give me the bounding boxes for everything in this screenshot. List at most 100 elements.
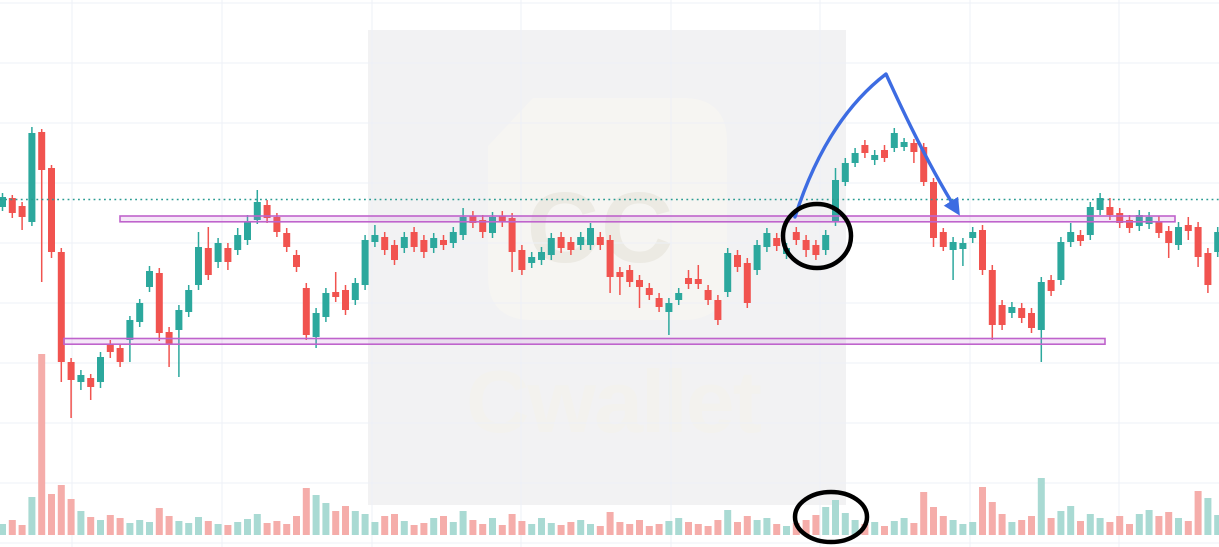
volume-bar: [694, 524, 702, 535]
volume-bar: [97, 520, 104, 535]
candle-body: [1096, 198, 1104, 210]
candle-body: [361, 240, 369, 285]
candle-body: [1106, 207, 1114, 215]
volume-bar: [1155, 516, 1163, 535]
volume-bar: [371, 522, 379, 535]
candle-body: [1214, 232, 1219, 252]
volume-bar: [67, 499, 75, 535]
volume-bar: [685, 522, 692, 535]
volume-bar: [675, 518, 683, 535]
volume-bar: [773, 524, 781, 535]
candle-body: [734, 255, 741, 267]
candle-body: [410, 232, 418, 247]
price-circle-annotation[interactable]: [780, 201, 854, 271]
price-zone-drawings[interactable]: [63, 215, 1176, 345]
candle-body: [420, 240, 428, 252]
candle-body: [253, 202, 261, 220]
volume-bar: [342, 506, 349, 535]
candle-body: [312, 313, 320, 337]
volume-bar: [851, 520, 859, 535]
volume-bar: [557, 525, 565, 535]
spike-arrow[interactable]: [793, 72, 960, 219]
candle-body: [126, 320, 134, 340]
volume-bar: [734, 522, 741, 535]
cwallet-logo-icon: [488, 98, 727, 320]
candle-body: [440, 240, 447, 245]
volume-bar: [1057, 511, 1065, 535]
volume-bar: [616, 522, 624, 535]
candle-body: [342, 290, 349, 310]
volume-circle-annotation[interactable]: [792, 489, 870, 545]
blue-arrow-drawing[interactable]: [793, 72, 960, 219]
volume-bar: [587, 524, 594, 535]
volume-bar: [57, 485, 65, 535]
candle-body: [822, 235, 830, 250]
resistance-zone-line[interactable]: [119, 215, 1176, 223]
candle-body: [97, 357, 104, 382]
candle-body: [155, 273, 163, 333]
candle-body: [322, 293, 330, 317]
candle-body: [195, 247, 202, 285]
volume-bar: [1194, 491, 1202, 535]
volume-bar: [234, 522, 242, 535]
candle-body: [528, 257, 536, 263]
candle-body: [244, 222, 251, 240]
candle-body: [890, 133, 898, 148]
candle-body: [293, 255, 300, 267]
candle-body: [1126, 220, 1133, 228]
candle-body: [694, 279, 702, 284]
volume-bar: [77, 511, 85, 535]
candle-body: [77, 375, 85, 382]
candle-body: [38, 132, 46, 170]
volume-bar: [332, 511, 340, 535]
volume-bar: [567, 522, 575, 535]
volume-bar: [18, 525, 26, 535]
candle-body: [1165, 231, 1173, 243]
candle-body: [351, 283, 359, 300]
candle-body: [214, 243, 222, 262]
candle-body: [518, 250, 526, 270]
volume-bar: [969, 522, 977, 535]
candle-body: [773, 238, 781, 246]
candle-body: [655, 298, 663, 307]
candle-body: [48, 168, 55, 252]
candle-body: [1057, 242, 1065, 280]
candle-body: [1008, 307, 1016, 313]
volume-bar: [175, 521, 183, 535]
candle-body: [1077, 235, 1084, 241]
volume-bar: [783, 526, 790, 535]
volume-bar: [322, 503, 330, 535]
volume-bar: [547, 523, 555, 535]
candle-body: [136, 303, 144, 322]
candle-body: [332, 292, 340, 297]
candle-body: [939, 232, 947, 247]
candle-body: [283, 233, 291, 247]
candle-body: [606, 240, 614, 277]
candle-body: [1155, 221, 1163, 233]
candle-body: [302, 288, 310, 335]
volume-bar: [244, 519, 251, 535]
volume-bar: [1106, 522, 1114, 535]
candle-body: [57, 252, 65, 362]
circle-annotations[interactable]: [780, 201, 870, 545]
candle-body: [508, 218, 516, 252]
volume-bar: [195, 517, 202, 535]
candle-body: [400, 237, 408, 248]
volume-bar: [724, 510, 732, 535]
watermark-brand-text: Cwallet: [466, 352, 762, 451]
volume-bar: [498, 525, 506, 535]
candle-body: [596, 237, 604, 245]
volume-bar: [469, 520, 477, 535]
volume-bar: [381, 516, 389, 535]
candle-body: [18, 206, 26, 217]
volume-bar: [489, 518, 496, 535]
candle-body: [469, 216, 477, 223]
support-zone-line[interactable]: [63, 337, 1106, 345]
volume-bar: [1135, 514, 1143, 535]
candle-body: [988, 270, 996, 325]
candle-body: [920, 147, 928, 182]
volume-bar: [881, 526, 888, 535]
volume-bar: [116, 518, 124, 535]
volume-bar: [753, 520, 761, 535]
